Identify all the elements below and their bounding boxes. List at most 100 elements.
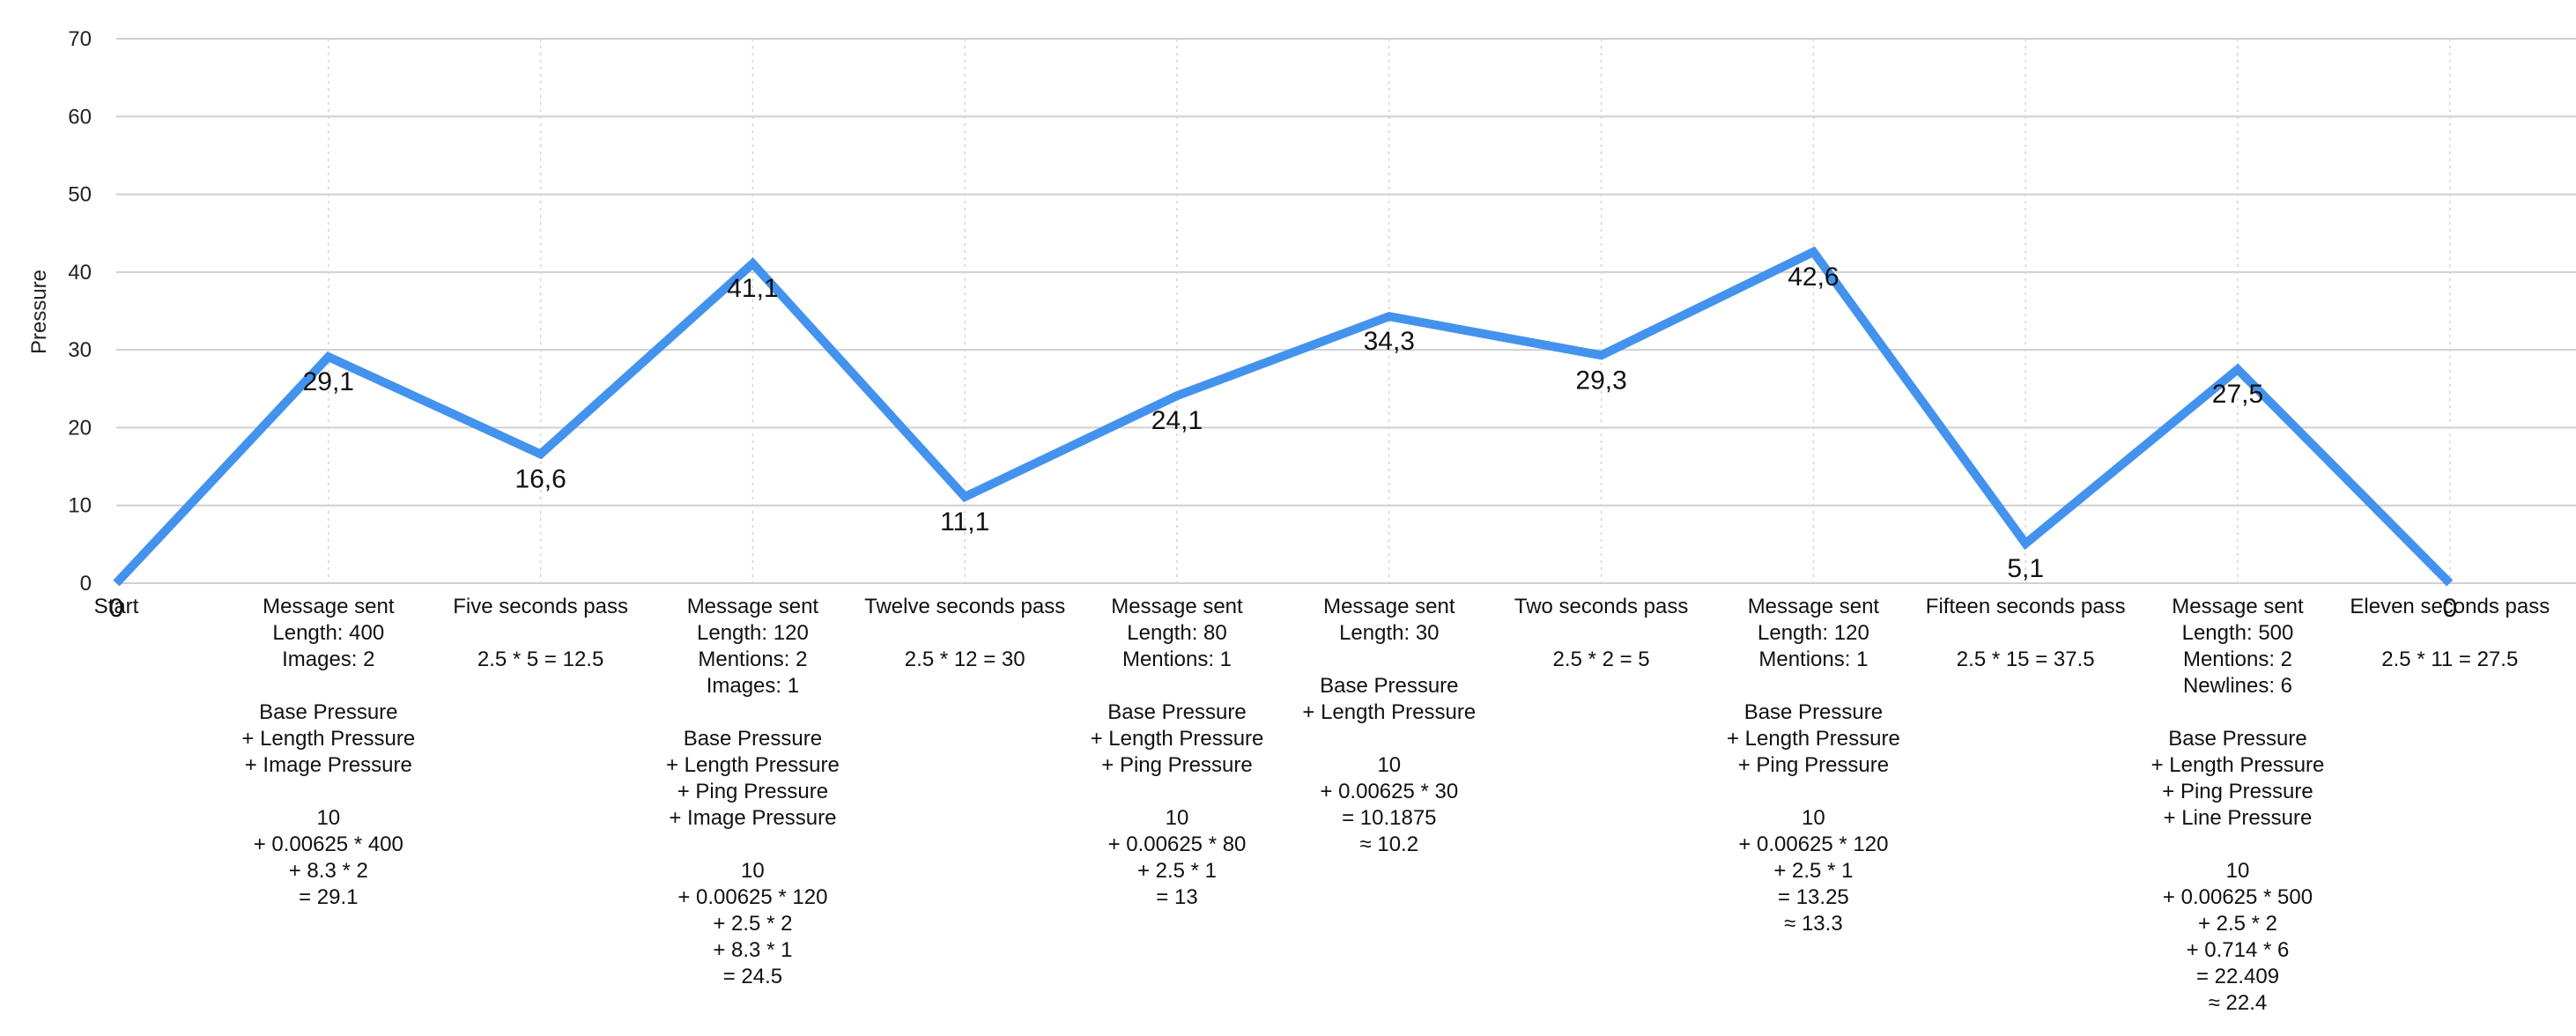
data-label: 42,6 — [1788, 263, 1839, 292]
data-label: 0 — [109, 594, 124, 623]
category-label-line: + Ping Pressure — [1738, 753, 1889, 777]
category-label-line: 2.5 * 11 = 27.5 — [2381, 648, 2518, 671]
category-label-line: Mentions: 1 — [1758, 648, 1868, 671]
category-label-line: + Ping Pressure — [2162, 780, 2313, 803]
category-label-line: + 0.714 * 6 — [2187, 938, 2290, 962]
category-label-line: Length: 30 — [1339, 621, 1439, 645]
category-label-line: Fifteen seconds pass — [1926, 595, 2126, 618]
category-label-line: Length: 80 — [1127, 621, 1226, 645]
data-label: 29,3 — [1575, 366, 1626, 395]
data-labels: 0 29,1 16,6 41,1 11,1 24,1 34,3 29,3 42,6 5,1 27,5… — [109, 263, 2457, 623]
category-label-line: Base Pressure — [2168, 727, 2306, 751]
category-label-line: Message sent — [263, 595, 395, 618]
category-label: Message sent Length: 500 Mentions: 2 Newlin… — [2151, 595, 2325, 1015]
category-label-line: Mentions: 1 — [1122, 648, 1232, 671]
category-label-line: Base Pressure — [1744, 700, 1883, 724]
data-label: 29,1 — [303, 367, 354, 396]
category-label-line: 10 — [741, 859, 765, 883]
category-label-line: + 8.3 * 2 — [289, 859, 368, 883]
category-label-line: + Length Pressure — [666, 753, 840, 777]
y-axis-title: Pressure — [27, 270, 51, 354]
category-label: Message sent Length: 80 Mentions: 1 Base Pr… — [1091, 595, 1264, 909]
category-label: Eleven seconds pass 2.5 * 11 = 27.5 — [2350, 595, 2550, 671]
category-label: Message sent Length: 120 Mentions: 2 Images… — [666, 595, 840, 988]
category-label-line: 10 — [1166, 806, 1189, 830]
category-label-line: Length: 120 — [697, 621, 809, 645]
category-label-line: Newlines: 6 — [2183, 674, 2292, 698]
category-label-line: ≈ 13.3 — [1784, 912, 1843, 936]
data-label: 24,1 — [1151, 406, 1203, 435]
category-label: Start — [94, 595, 139, 618]
category-label-line: Base Pressure — [684, 727, 822, 751]
category-label-line: = 13.25 — [1778, 885, 1849, 909]
category-label: Fifteen seconds pass 2.5 * 15 = 37.5 — [1926, 595, 2126, 671]
category-label: Message sent Length: 30 Base Pressure+ Len… — [1302, 595, 1476, 856]
category-label-line: + 2.5 * 1 — [1773, 859, 1853, 883]
y-tick-label: 60 — [68, 105, 92, 129]
y-tick-label: 30 — [68, 338, 92, 362]
category-label-line: = 22.409 — [2196, 965, 2279, 988]
data-label: 11,1 — [940, 507, 989, 536]
y-tick-label: 50 — [68, 183, 92, 207]
category-label: Message sent Length: 120 Mentions: 1 Base P… — [1727, 595, 1900, 936]
series-line — [113, 246, 2454, 587]
data-label: 27,5 — [2212, 380, 2263, 409]
category-label-line: 10 — [2226, 859, 2250, 883]
category-label-line: Base Pressure — [259, 700, 397, 724]
category-label-line: + Ping Pressure — [1101, 753, 1252, 777]
data-label: 41,1 — [727, 274, 778, 303]
category-label-line: Message sent — [2172, 595, 2304, 618]
category-label-line: 2.5 * 2 = 5 — [1553, 648, 1650, 671]
category-label-line: + 2.5 * 2 — [713, 912, 792, 936]
y-axis-ticks: 0 10 20 30 40 50 60 70 — [68, 27, 92, 596]
category-label-line: + Length Pressure — [2151, 753, 2325, 777]
category-label-line: Length: 500 — [2182, 621, 2294, 645]
category-label-line: = 10.1875 — [1342, 806, 1436, 830]
category-label-line: Base Pressure — [1107, 700, 1246, 724]
series-line-path — [113, 246, 2454, 587]
category-labels: Start Message sent Length: 400 Images: 2 Bas… — [94, 595, 2550, 1015]
category-label-line: Mentions: 2 — [698, 648, 807, 671]
category-label-line: 10 — [1802, 806, 1825, 830]
category-label-line: + 0.00625 * 400 — [254, 832, 403, 856]
y-tick-label: 0 — [80, 572, 92, 596]
category-label: Two seconds pass 2.5 * 2 = 5 — [1514, 595, 1688, 671]
data-label: 16,6 — [514, 464, 566, 493]
y-tick-label: 20 — [68, 416, 92, 440]
category-label-line: + 8.3 * 1 — [713, 938, 792, 962]
category-label-line: 10 — [1377, 753, 1401, 777]
category-label-line: 2.5 * 5 = 12.5 — [477, 648, 603, 671]
category-label-line: + Length Pressure — [1302, 700, 1476, 724]
category-label-line: Two seconds pass — [1514, 595, 1688, 618]
category-label-line: = 24.5 — [723, 965, 782, 988]
y-tick-label: 10 — [68, 494, 92, 518]
category-label-line: + Image Pressure — [669, 806, 836, 830]
category-label-line: = 13 — [1156, 885, 1197, 909]
category-label-line: Base Pressure — [1320, 674, 1458, 698]
y-tick-label: 40 — [68, 261, 92, 285]
category-label-line: + 0.00625 * 120 — [677, 885, 827, 909]
category-label-line: + Line Pressure — [2164, 806, 2313, 830]
category-label-line: Images: 1 — [707, 674, 799, 698]
category-label-line: 2.5 * 12 = 30 — [905, 648, 1025, 671]
category-label-line: + Length Pressure — [241, 727, 415, 751]
category-label-line: + Length Pressure — [1727, 727, 1900, 751]
category-label-line: + Ping Pressure — [677, 780, 828, 803]
category-label-line: Message sent — [687, 595, 819, 618]
category-label-line: = 29.1 — [299, 885, 358, 909]
data-label: 0 — [2442, 594, 2457, 623]
category-label-line: Mentions: 2 — [2183, 648, 2292, 671]
category-label-line: Length: 400 — [272, 621, 384, 645]
category-label-line: + 0.00625 * 30 — [1320, 780, 1458, 803]
category-label-line: Eleven seconds pass — [2350, 595, 2550, 618]
category-label: Message sent Length: 400 Images: 2 Base Pre… — [241, 595, 415, 909]
category-label-line: + 0.00625 * 80 — [1108, 832, 1247, 856]
category-label-line: + 0.00625 * 500 — [2163, 885, 2313, 909]
grid-lines — [116, 38, 2576, 584]
data-label: 34,3 — [1364, 327, 1415, 356]
category-label-line: + 0.00625 * 120 — [1738, 832, 1888, 856]
category-label-line: Five seconds pass — [453, 595, 628, 618]
category-label-line: Message sent — [1748, 595, 1880, 618]
category-label: Five seconds pass 2.5 * 5 = 12.5 — [453, 595, 628, 671]
